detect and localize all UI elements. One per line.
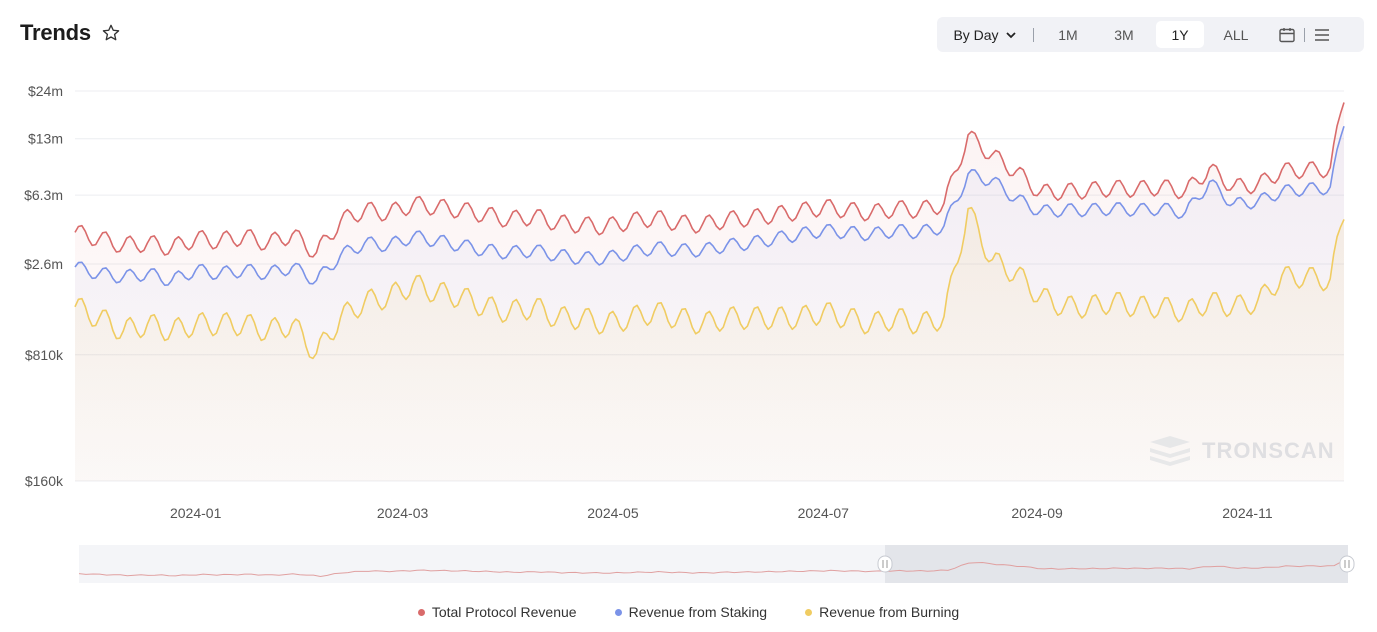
legend-item-burning[interactable]: Revenue from Burning <box>805 604 959 620</box>
chart-legend: Total Protocol Revenue Revenue from Stak… <box>0 604 1377 620</box>
series-line-total[interactable] <box>74 102 1345 258</box>
y-tick-label: $2.6m <box>24 256 63 272</box>
navigator-selection[interactable] <box>885 545 1348 583</box>
legend-label-burning: Revenue from Burning <box>819 604 960 620</box>
x-tick-label: 2024-01 <box>170 505 222 521</box>
watermark-text: TRONSCAN <box>1202 438 1335 463</box>
range-all-button[interactable]: ALL <box>1223 26 1249 43</box>
toolbar-divider <box>1033 27 1034 42</box>
menu-icon <box>1315 28 1329 41</box>
y-tick-label: $6.3m <box>24 187 63 203</box>
range-1y-button[interactable]: 1Y <box>1156 21 1204 48</box>
chart-toolbar: By Day 1M 3M 1Y ALL <box>937 17 1364 52</box>
legend-item-total[interactable]: Total Protocol Revenue <box>417 604 577 620</box>
toolbar-divider-2 <box>1304 27 1305 42</box>
range-1m-button[interactable]: 1M <box>1058 26 1078 43</box>
y-tick-label: $810k <box>25 347 64 363</box>
series-line-staking[interactable] <box>74 125 1345 286</box>
legend-label-total: Total Protocol Revenue <box>431 604 577 620</box>
y-tick-label: $13m <box>28 131 63 147</box>
navigator-left-handle[interactable] <box>877 555 893 573</box>
watermark: TRONSCAN <box>1146 434 1335 468</box>
interval-select[interactable]: By Day <box>943 21 1027 48</box>
x-tick-label: 2024-03 <box>377 505 429 521</box>
interval-select-label: By Day <box>953 26 999 43</box>
y-tick-label: $160k <box>25 473 64 489</box>
calendar-icon <box>1279 27 1295 42</box>
legend-label-staking: Revenue from Staking <box>628 604 768 620</box>
navigator-line <box>78 556 1349 578</box>
legend-dot-total <box>417 608 425 616</box>
trends-chart: $24m $13m $6.3m $2.6m $810k $160k 2024-01 2024… <box>24 83 1355 583</box>
x-tick-label: 2024-09 <box>1011 505 1063 521</box>
range-3m-button[interactable]: 3M <box>1114 26 1134 43</box>
x-tick-label: 2024-07 <box>798 505 850 521</box>
menu-button[interactable] <box>1307 21 1337 48</box>
navigator-right-handle[interactable] <box>1339 555 1355 573</box>
calendar-button[interactable] <box>1272 21 1302 48</box>
legend-dot-staking <box>614 608 622 616</box>
tronscan-logo-icon <box>1150 436 1190 466</box>
x-tick-label: 2024-11 <box>1222 505 1273 521</box>
legend-dot-burning <box>805 608 813 616</box>
series-area-burning <box>75 207 1344 481</box>
star-icon[interactable] <box>101 23 121 43</box>
chevron-down-icon <box>1005 31 1016 38</box>
y-tick-label: $24m <box>28 83 63 99</box>
series-line-burning[interactable] <box>74 206 1345 360</box>
x-tick-label: 2024-05 <box>587 505 639 521</box>
legend-item-staking[interactable]: Revenue from Staking <box>614 604 768 620</box>
page-title: Trends <box>20 20 91 45</box>
title-area: Trends <box>20 20 121 46</box>
